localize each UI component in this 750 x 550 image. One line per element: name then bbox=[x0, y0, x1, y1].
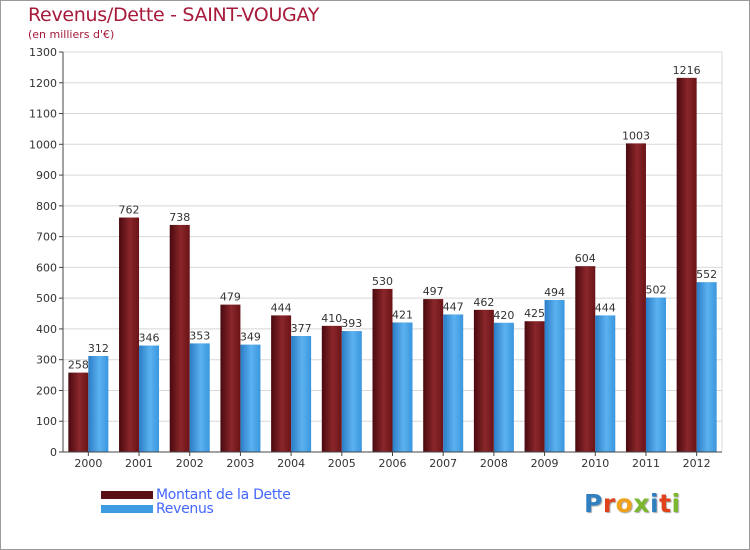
y-tick-label: 1100 bbox=[29, 108, 57, 121]
bar-revenus bbox=[544, 300, 565, 452]
data-label: 421 bbox=[392, 308, 413, 321]
bar-dette bbox=[169, 224, 190, 452]
y-tick-label: 300 bbox=[36, 354, 57, 367]
x-tick-label: 2007 bbox=[429, 457, 457, 470]
x-tick-label: 2010 bbox=[581, 457, 609, 470]
bar-revenus bbox=[291, 336, 312, 452]
x-tick-label: 2000 bbox=[74, 457, 102, 470]
legend-label-debt: Montant de la Dette bbox=[156, 487, 291, 503]
y-tick-label: 0 bbox=[50, 446, 57, 459]
data-label: 502 bbox=[645, 284, 666, 297]
data-label: 1216 bbox=[673, 64, 701, 77]
data-label: 479 bbox=[220, 291, 241, 304]
legend-swatch-revenus bbox=[101, 505, 153, 513]
y-tick-label: 500 bbox=[36, 292, 57, 305]
bar-revenus bbox=[341, 331, 362, 452]
data-label: 738 bbox=[169, 211, 190, 224]
data-label: 377 bbox=[291, 322, 312, 335]
bar-revenus bbox=[443, 314, 464, 452]
data-label: 530 bbox=[372, 275, 393, 288]
y-tick-label: 600 bbox=[36, 261, 57, 274]
data-label: 353 bbox=[189, 329, 210, 342]
y-tick-label: 1200 bbox=[29, 77, 57, 90]
legend-item-revenus: Revenus bbox=[101, 501, 214, 517]
data-label: 1003 bbox=[622, 129, 650, 142]
data-label: 312 bbox=[88, 342, 109, 355]
x-tick-label: 2011 bbox=[632, 457, 660, 470]
bar-revenus bbox=[392, 322, 413, 452]
x-tick-label: 2005 bbox=[328, 457, 356, 470]
legend-item-debt: Montant de la Dette bbox=[101, 487, 291, 503]
y-tick-label: 200 bbox=[36, 384, 57, 397]
y-tick-label: 400 bbox=[36, 323, 57, 336]
bar-dette bbox=[524, 321, 545, 452]
y-tick-label: 1300 bbox=[29, 46, 57, 59]
data-label: 349 bbox=[240, 331, 261, 344]
data-label: 494 bbox=[544, 286, 565, 299]
bar-revenus bbox=[139, 345, 160, 452]
bar-revenus bbox=[696, 282, 717, 452]
bar-revenus bbox=[493, 322, 514, 452]
x-tick-label: 2009 bbox=[531, 457, 559, 470]
x-tick-label: 2003 bbox=[226, 457, 254, 470]
chart-title: Revenus/Dette - SAINT-VOUGAY bbox=[28, 4, 320, 26]
x-tick-label: 2002 bbox=[176, 457, 204, 470]
data-label: 410 bbox=[321, 312, 342, 325]
logo-letter: x bbox=[633, 489, 650, 518]
logo-letter: i bbox=[671, 489, 681, 518]
y-tick-label: 800 bbox=[36, 200, 57, 213]
data-label: 444 bbox=[595, 301, 616, 314]
logo-letter: r bbox=[602, 489, 616, 518]
x-tick-label: 2012 bbox=[683, 457, 711, 470]
bar-dette bbox=[271, 315, 292, 452]
bar-dette bbox=[321, 325, 342, 452]
data-label: 552 bbox=[696, 268, 717, 281]
data-label: 346 bbox=[139, 332, 160, 345]
data-label: 393 bbox=[341, 317, 362, 330]
bar-dette bbox=[625, 143, 646, 452]
bar-dette bbox=[372, 288, 393, 452]
logo-letter: P bbox=[584, 489, 603, 518]
bar-revenus bbox=[595, 315, 616, 452]
legend-swatch-debt bbox=[101, 491, 153, 499]
data-label: 762 bbox=[119, 204, 140, 217]
bar-dette bbox=[220, 304, 241, 452]
data-label: 425 bbox=[524, 307, 545, 320]
y-tick-label: 100 bbox=[36, 415, 57, 428]
bar-dette bbox=[473, 309, 494, 452]
bar-dette bbox=[423, 299, 444, 452]
x-tick-label: 2008 bbox=[480, 457, 508, 470]
y-tick-label: 1000 bbox=[29, 138, 57, 151]
data-label: 420 bbox=[493, 309, 514, 322]
data-label: 462 bbox=[473, 296, 494, 309]
data-label: 258 bbox=[68, 359, 89, 372]
bar-dette bbox=[68, 372, 89, 452]
bar-revenus bbox=[645, 297, 666, 452]
data-label: 604 bbox=[575, 252, 596, 265]
bar-dette bbox=[676, 77, 697, 452]
data-label: 497 bbox=[423, 285, 444, 298]
chart-subtitle: (en milliers d'€) bbox=[28, 28, 115, 41]
y-tick-label: 900 bbox=[36, 169, 57, 182]
y-tick-label: 700 bbox=[36, 231, 57, 244]
bar-dette bbox=[119, 217, 140, 452]
x-tick-label: 2006 bbox=[379, 457, 407, 470]
bar-revenus bbox=[189, 343, 210, 452]
x-tick-label: 2004 bbox=[277, 457, 305, 470]
logo-letter: i bbox=[650, 489, 660, 518]
bar-revenus bbox=[88, 356, 109, 452]
logo-letter: t bbox=[659, 489, 672, 518]
bar-revenus bbox=[240, 344, 261, 452]
legend-label-revenus: Revenus bbox=[156, 501, 214, 517]
data-label: 447 bbox=[443, 300, 464, 313]
data-label: 444 bbox=[271, 301, 292, 314]
x-tick-label: 2001 bbox=[125, 457, 153, 470]
logo-letter: o bbox=[615, 489, 634, 518]
proxiti-logo: Proxiti bbox=[584, 489, 681, 518]
bar-dette bbox=[575, 266, 596, 452]
